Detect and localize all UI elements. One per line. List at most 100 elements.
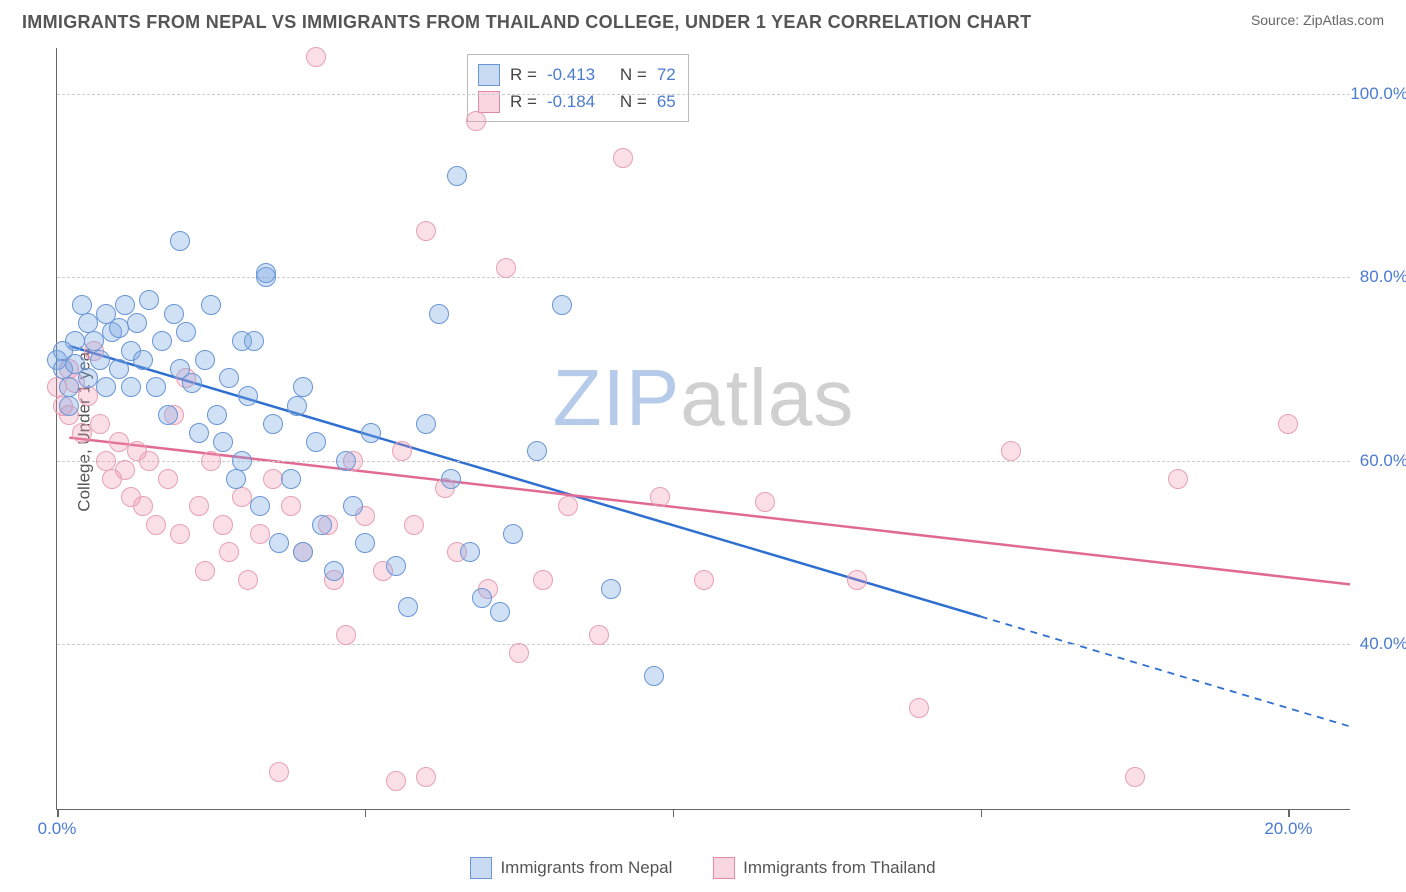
data-point <box>1278 414 1298 434</box>
gridline <box>57 644 1350 645</box>
data-point <box>1001 441 1021 461</box>
legend-stats-row: R = -0.413 N = 72 <box>478 61 676 88</box>
data-point <box>263 414 283 434</box>
data-point <box>213 432 233 452</box>
watermark-part: atlas <box>680 353 854 442</box>
data-point <box>460 542 480 562</box>
data-point <box>589 625 609 645</box>
data-point <box>386 771 406 791</box>
data-point <box>293 542 313 562</box>
data-point <box>195 561 215 581</box>
data-point <box>219 542 239 562</box>
legend-stats-row: R = -0.184 N = 65 <box>478 88 676 115</box>
chart-title: IMMIGRANTS FROM NEPAL VS IMMIGRANTS FROM… <box>22 12 1031 33</box>
data-point <box>170 231 190 251</box>
data-point <box>201 295 221 315</box>
data-point <box>96 377 116 397</box>
data-point <box>90 414 110 434</box>
data-point <box>189 496 209 516</box>
stat-value: -0.413 <box>547 61 595 88</box>
data-point <box>170 524 190 544</box>
data-point <box>250 524 270 544</box>
stat-value: 72 <box>657 61 676 88</box>
stat-label: N = <box>620 61 647 88</box>
source-prefix: Source: <box>1251 12 1303 28</box>
data-point <box>909 698 929 718</box>
data-point <box>78 313 98 333</box>
data-point <box>503 524 523 544</box>
data-point <box>158 405 178 425</box>
data-point <box>226 469 246 489</box>
data-point <box>601 579 621 599</box>
data-point <box>496 258 516 278</box>
data-point <box>293 377 313 397</box>
data-point <box>146 377 166 397</box>
series-swatch-nepal <box>478 64 500 86</box>
data-point <box>59 396 79 416</box>
data-point <box>182 373 202 393</box>
data-point <box>96 451 116 471</box>
data-point <box>694 570 714 590</box>
legend-label: Immigrants from Thailand <box>743 858 935 878</box>
data-point <box>392 441 412 461</box>
data-point <box>213 515 233 535</box>
data-point <box>263 469 283 489</box>
series-swatch-nepal <box>470 857 492 879</box>
data-point <box>490 602 510 622</box>
data-point <box>558 496 578 516</box>
data-point <box>72 423 92 443</box>
data-point <box>201 451 221 471</box>
data-point <box>472 588 492 608</box>
plot-region: College, Under 1 year ZIPatlas R = -0.41… <box>56 48 1350 810</box>
data-point <box>219 368 239 388</box>
data-point <box>447 166 467 186</box>
data-point <box>306 47 326 67</box>
legend-stats-box: R = -0.413 N = 72 R = -0.184 N = 65 <box>467 54 689 122</box>
data-point <box>176 322 196 342</box>
data-point <box>158 469 178 489</box>
data-point <box>466 111 486 131</box>
stat-label: N = <box>620 88 647 115</box>
data-point <box>109 318 129 338</box>
data-point <box>232 487 252 507</box>
source-label: Source: ZipAtlas.com <box>1251 12 1384 28</box>
stat-value: -0.184 <box>547 88 595 115</box>
data-point <box>552 295 572 315</box>
data-point <box>269 533 289 553</box>
data-point <box>115 295 135 315</box>
data-point <box>324 561 344 581</box>
data-point <box>139 451 159 471</box>
gridline <box>57 277 1350 278</box>
data-point <box>72 295 92 315</box>
x-tick <box>673 809 675 817</box>
x-tick <box>365 809 367 817</box>
data-point <box>109 432 129 452</box>
trend-line-extrapolated <box>981 616 1350 726</box>
data-point <box>287 396 307 416</box>
data-point <box>416 767 436 787</box>
data-point <box>429 304 449 324</box>
y-tick-label: 40.0% <box>1360 634 1406 654</box>
data-point <box>232 451 252 471</box>
data-point <box>386 556 406 576</box>
data-point <box>361 423 381 443</box>
data-point <box>250 496 270 516</box>
data-point <box>416 221 436 241</box>
data-point <box>281 496 301 516</box>
stat-label: R = <box>510 61 537 88</box>
data-point <box>115 460 135 480</box>
data-point <box>84 331 104 351</box>
data-point <box>133 496 153 516</box>
gridline <box>57 94 1350 95</box>
legend-item: Immigrants from Nepal <box>470 857 672 879</box>
data-point <box>613 148 633 168</box>
data-point <box>195 350 215 370</box>
data-point <box>78 368 98 388</box>
data-point <box>146 515 166 535</box>
data-point <box>78 386 98 406</box>
data-point <box>533 570 553 590</box>
watermark-part: Z <box>553 353 603 442</box>
data-point <box>404 515 424 535</box>
data-point <box>306 432 326 452</box>
x-tick-label: 20.0% <box>1264 819 1312 839</box>
